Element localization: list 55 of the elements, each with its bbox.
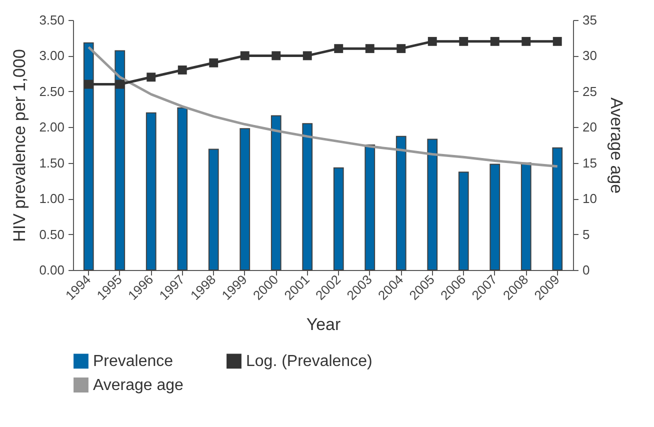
bar [208, 148, 219, 270]
point [522, 36, 531, 46]
point [490, 36, 500, 46]
y-tick-label: 1.00 [39, 191, 64, 206]
bar [302, 123, 313, 270]
point [146, 72, 156, 82]
bar [114, 50, 126, 270]
bar [396, 136, 406, 270]
point [115, 80, 124, 89]
y2-tick-label: 0 [582, 262, 590, 278]
x-axis-title: Year [306, 314, 342, 334]
point [272, 51, 281, 60]
point [365, 44, 374, 54]
line-series [87, 46, 559, 168]
y-axis-title: HIV prevalence per 1,000 [10, 49, 30, 242]
y2-tick-label: 20 [582, 120, 597, 135]
bar [520, 162, 532, 270]
point [84, 80, 94, 89]
bar [83, 42, 94, 270]
bar [552, 147, 563, 270]
y2-tick-label: 5 [582, 226, 590, 242]
y2-tick-label: 30 [582, 48, 597, 64]
bar [364, 144, 376, 270]
y2-axis-title: Average age [606, 97, 626, 194]
bar [333, 167, 344, 270]
y2-tick-label: 10 [582, 191, 597, 206]
point [240, 51, 250, 60]
legend-label: Log. (Prevalence) [246, 353, 372, 370]
legend-label: Prevalence [93, 353, 174, 370]
point [552, 36, 562, 46]
y-tick-label: 1.50 [39, 155, 64, 170]
point [178, 66, 187, 74]
bar [146, 112, 156, 270]
point [396, 44, 406, 54]
y-tick-label: 2.50 [39, 84, 64, 99]
y2-tick-label: 25 [582, 84, 597, 99]
point [302, 51, 312, 60]
y2-tick-label: 35 [582, 12, 597, 28]
point [334, 44, 344, 54]
y2-tick-label: 15 [582, 155, 597, 170]
bar [490, 164, 500, 270]
point [209, 58, 218, 68]
y-tick-label: 0.00 [39, 262, 64, 278]
y-tick-label: 0.50 [39, 226, 64, 242]
point [459, 36, 468, 46]
bar [427, 138, 438, 270]
point [428, 36, 437, 46]
bar [270, 115, 282, 270]
y-tick-label: 3.50 [39, 12, 64, 28]
bar [240, 128, 250, 270]
y-tick-label: 2.00 [39, 120, 64, 135]
y-tick-label: 3.00 [39, 48, 64, 64]
legend-label: Average age [93, 377, 184, 394]
bar [458, 172, 469, 270]
bar [177, 107, 188, 270]
